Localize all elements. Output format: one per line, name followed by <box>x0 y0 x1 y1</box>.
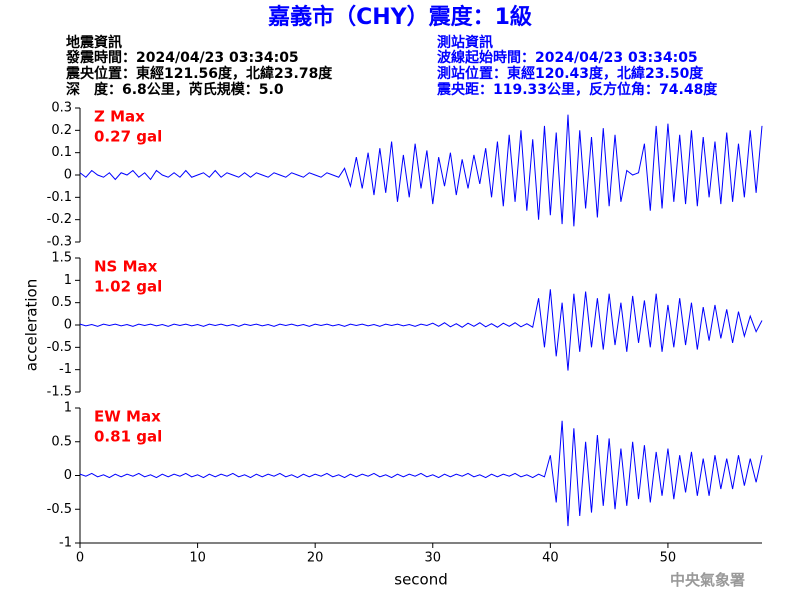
x-tick-label: 10 <box>189 551 206 566</box>
y-tick-label: 0.5 <box>51 434 72 449</box>
max-label: NS Max <box>94 258 158 276</box>
y-tick-label: 1.5 <box>51 251 72 266</box>
y-tick-label: 0.3 <box>51 101 72 116</box>
info-left: 發震時間：2024/04/23 03:34:05 <box>65 49 299 66</box>
info-right: 測站資訊 <box>437 34 493 51</box>
y-tick-label: -1 <box>59 362 72 377</box>
info-right: 測站位置：東經120.43度，北緯23.50度 <box>437 65 704 82</box>
y-tick-label: 0 <box>64 468 72 483</box>
y-tick-label: 0.1 <box>51 145 72 160</box>
y-tick-label: -0.5 <box>47 502 72 517</box>
y-tick-label: 0 <box>64 168 72 183</box>
x-tick-label: 30 <box>424 551 441 566</box>
info-left: 深 度：6.8公里，芮氏規模：5.0 <box>66 81 284 98</box>
y-tick-label: 0 <box>64 318 72 333</box>
y-tick-label: 1 <box>64 401 72 416</box>
footer: 中央氣象署 <box>670 571 745 589</box>
max-label: 0.27 gal <box>94 128 162 146</box>
max-label: Z Max <box>94 108 145 126</box>
info-right: 震央距：119.33公里，反方位角：74.48度 <box>436 81 718 98</box>
y-tick-label: 1 <box>64 273 72 288</box>
y-axis-label: acceleration <box>23 279 41 371</box>
info-left: 震央位置：東經121.56度，北緯23.78度 <box>65 65 333 82</box>
x-tick-label: 50 <box>660 551 677 566</box>
x-tick-label: 0 <box>76 551 84 566</box>
x-axis-label: second <box>394 571 448 589</box>
info-left: 地震資訊 <box>66 34 122 51</box>
waveform <box>79 289 763 371</box>
y-tick-label: -1.5 <box>47 385 72 400</box>
y-tick-label: -0.5 <box>47 340 72 355</box>
y-tick-label: -0.3 <box>47 235 72 250</box>
x-tick-label: 20 <box>307 551 324 566</box>
y-tick-label: -0.1 <box>47 190 72 205</box>
info-right: 波線起始時間：2024/04/23 03:34:05 <box>437 49 698 66</box>
y-tick-label: -1 <box>59 536 72 551</box>
waveform <box>79 420 763 527</box>
y-tick-label: 0.5 <box>51 295 72 310</box>
waveform <box>79 114 763 227</box>
max-label: 0.81 gal <box>94 428 162 446</box>
x-tick-label: 40 <box>542 551 559 566</box>
y-tick-label: -0.2 <box>47 212 72 227</box>
y-tick-label: 0.2 <box>51 123 72 138</box>
chart-title: 嘉義市（CHY）震度：1級 <box>268 4 532 30</box>
max-label: EW Max <box>94 408 161 426</box>
max-label: 1.02 gal <box>94 278 162 296</box>
